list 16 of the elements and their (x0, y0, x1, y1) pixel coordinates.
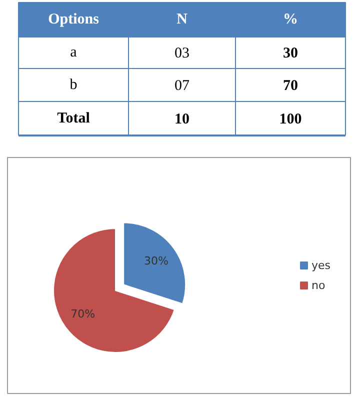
text: 10 (174, 112, 190, 128)
data-label: 70% (70, 308, 96, 321)
text: 70 (283, 78, 298, 94)
text: Total (57, 110, 90, 126)
text: N (176, 12, 188, 28)
text: 100 (279, 112, 302, 128)
text: 03 (174, 46, 190, 62)
data-label: 30% (144, 254, 168, 268)
text: % (283, 12, 298, 28)
legend-label: no (312, 279, 326, 292)
legend-label: yes (312, 259, 331, 272)
text: 30 (283, 46, 298, 62)
text: 07 (174, 78, 190, 94)
text: a (70, 44, 78, 60)
text: Options (48, 12, 100, 28)
text: b (70, 77, 78, 93)
